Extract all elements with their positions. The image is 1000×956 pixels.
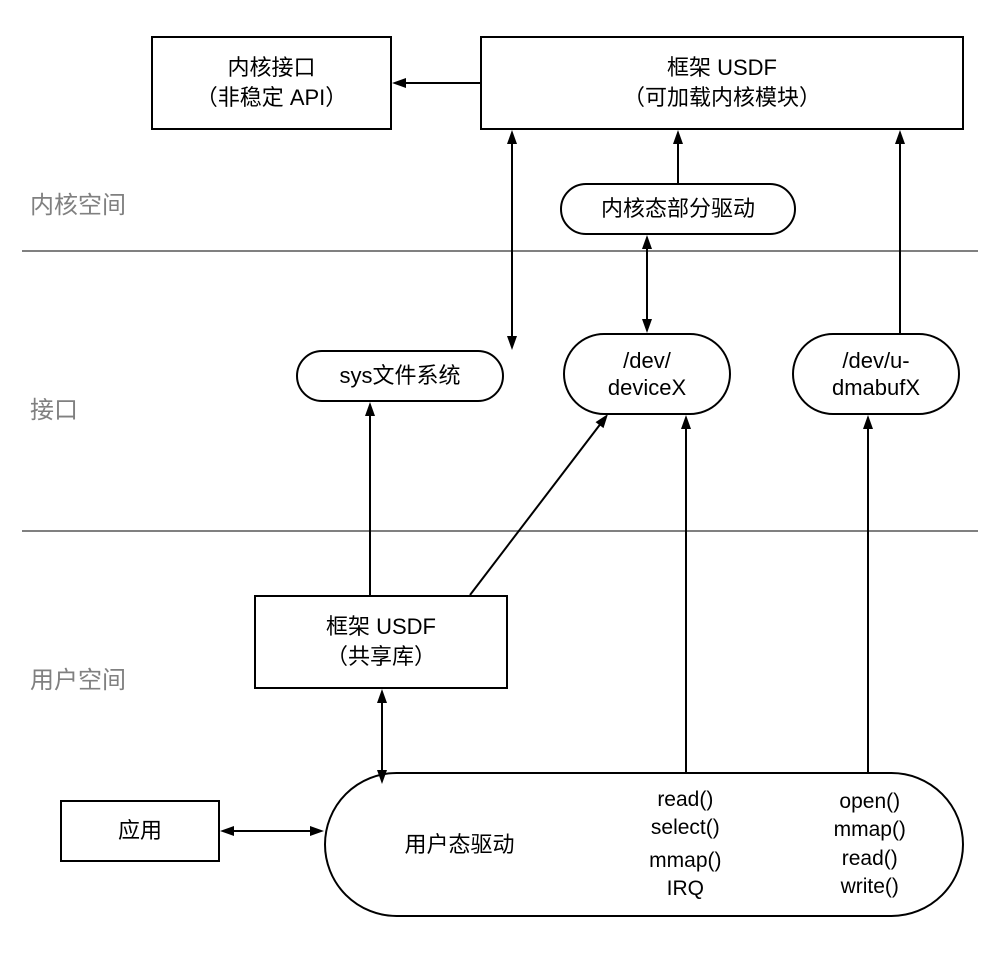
node-kernel-api-l2: （非稳定 API） (196, 83, 348, 113)
node-user-driver: 用户态驱动 read() select() mmap() IRQ open() … (324, 772, 964, 917)
node-kernel-driver-part: 内核态部分驱动 (560, 183, 796, 235)
node-usdf-kernel: 框架 USDF （可加载内核模块） (480, 36, 964, 130)
ud-right-1: mmap() (834, 816, 906, 844)
ud-right-2: read() (842, 845, 898, 873)
label-user-space: 用户空间 (30, 660, 126, 695)
ud-mid-0: read() (657, 786, 713, 814)
node-sysfs-text: sys文件系统 (339, 362, 460, 390)
node-kernel-api: 内核接口 （非稳定 API） (151, 36, 392, 130)
node-app-text: 应用 (118, 816, 162, 846)
ud-mid-1: select() (651, 814, 720, 842)
node-user-driver-title: 用户态驱动 (405, 830, 515, 860)
node-dev-udmabuf-l1: /dev/u- (842, 347, 909, 375)
node-sysfs: sys文件系统 (296, 350, 504, 402)
node-kernel-driver-part-text: 内核态部分驱动 (601, 195, 755, 223)
user-driver-col-mid: read() select() mmap() IRQ (593, 786, 777, 903)
user-driver-col-right: open() mmap() read() write() (778, 788, 962, 901)
ud-right-3: write() (841, 873, 899, 901)
node-usdf-user-l1: 框架 USDF (326, 612, 436, 642)
node-dev-devicex: /dev/ deviceX (563, 333, 731, 415)
node-kernel-api-l1: 内核接口 (227, 53, 315, 83)
node-dev-udmabuf: /dev/u- dmabufX (792, 333, 960, 415)
section-line-1 (22, 250, 978, 252)
node-dev-udmabuf-l2: dmabufX (832, 374, 920, 402)
label-interface: 接口 (30, 390, 78, 425)
node-usdf-kernel-l1: 框架 USDF (667, 53, 777, 83)
node-dev-devicex-l2: deviceX (608, 374, 686, 402)
section-line-2 (22, 530, 978, 532)
ud-mid-2: mmap() (649, 847, 721, 875)
node-dev-devicex-l1: /dev/ (623, 347, 671, 375)
node-usdf-kernel-l2: （可加载内核模块） (623, 83, 821, 113)
node-usdf-user-l2: （共享库） (326, 642, 436, 672)
ud-right-0: open() (839, 788, 900, 816)
node-app: 应用 (60, 800, 220, 862)
label-kernel-space: 内核空间 (30, 185, 126, 220)
node-usdf-user: 框架 USDF （共享库） (254, 595, 508, 689)
ud-mid-3: IRQ (667, 875, 704, 903)
